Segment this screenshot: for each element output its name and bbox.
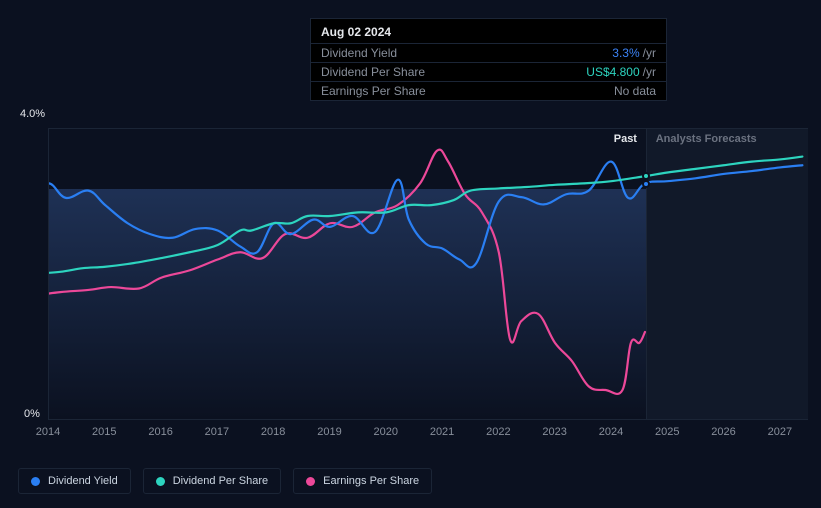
x-tick: 2025 xyxy=(655,426,679,438)
legend-dot xyxy=(306,477,315,486)
chart-svg xyxy=(49,129,808,419)
x-tick: 2019 xyxy=(317,426,341,438)
tooltip-value: 3.3%/yr xyxy=(612,46,656,60)
legend: Dividend Yield Dividend Per Share Earnin… xyxy=(18,468,432,494)
x-tick: 2027 xyxy=(768,426,792,438)
x-tick: 2024 xyxy=(599,426,623,438)
legend-item-dividend-per-share[interactable]: Dividend Per Share xyxy=(143,468,281,494)
x-tick: 2015 xyxy=(92,426,116,438)
line-chart[interactable]: 4.0% 0% Past Analysts Forecasts 2014 2015… xyxy=(0,100,821,440)
tooltip-value: US$4.800/yr xyxy=(586,65,656,79)
x-tick: 2018 xyxy=(261,426,285,438)
tooltip-label: Earnings Per Share xyxy=(321,84,426,98)
tooltip-row-dividend-per-share: Dividend Per Share US$4.800/yr xyxy=(311,62,666,81)
legend-label: Earnings Per Share xyxy=(323,475,419,487)
tooltip-label: Dividend Yield xyxy=(321,46,397,60)
y-axis-max: 4.0% xyxy=(20,108,45,120)
y-axis-min: 0% xyxy=(24,408,40,420)
x-tick: 2016 xyxy=(148,426,172,438)
legend-dot xyxy=(156,477,165,486)
legend-label: Dividend Per Share xyxy=(173,475,268,487)
x-tick: 2023 xyxy=(542,426,566,438)
tooltip-value: No data xyxy=(614,84,656,98)
x-tick: 2017 xyxy=(205,426,229,438)
x-axis: 2014201520162017201820192020202120222023… xyxy=(48,426,808,442)
tooltip-row-dividend-yield: Dividend Yield 3.3%/yr xyxy=(311,43,666,62)
tooltip-row-earnings-per-share: Earnings Per Share No data xyxy=(311,81,666,100)
marker-dividend-yield xyxy=(642,180,650,188)
tooltip-date: Aug 02 2024 xyxy=(311,19,666,43)
x-tick: 2020 xyxy=(374,426,398,438)
legend-label: Dividend Yield xyxy=(48,475,118,487)
tooltip-label: Dividend Per Share xyxy=(321,65,425,79)
x-tick: 2021 xyxy=(430,426,454,438)
plot-area: Past Analysts Forecasts xyxy=(48,128,808,420)
legend-item-dividend-yield[interactable]: Dividend Yield xyxy=(18,468,131,494)
legend-dot xyxy=(31,477,40,486)
x-tick: 2026 xyxy=(711,426,735,438)
legend-item-earnings-per-share[interactable]: Earnings Per Share xyxy=(293,468,432,494)
x-tick: 2022 xyxy=(486,426,510,438)
marker-dividend-per-share xyxy=(642,172,650,180)
chart-tooltip: Aug 02 2024 Dividend Yield 3.3%/yr Divid… xyxy=(310,18,667,101)
x-tick: 2014 xyxy=(36,426,60,438)
